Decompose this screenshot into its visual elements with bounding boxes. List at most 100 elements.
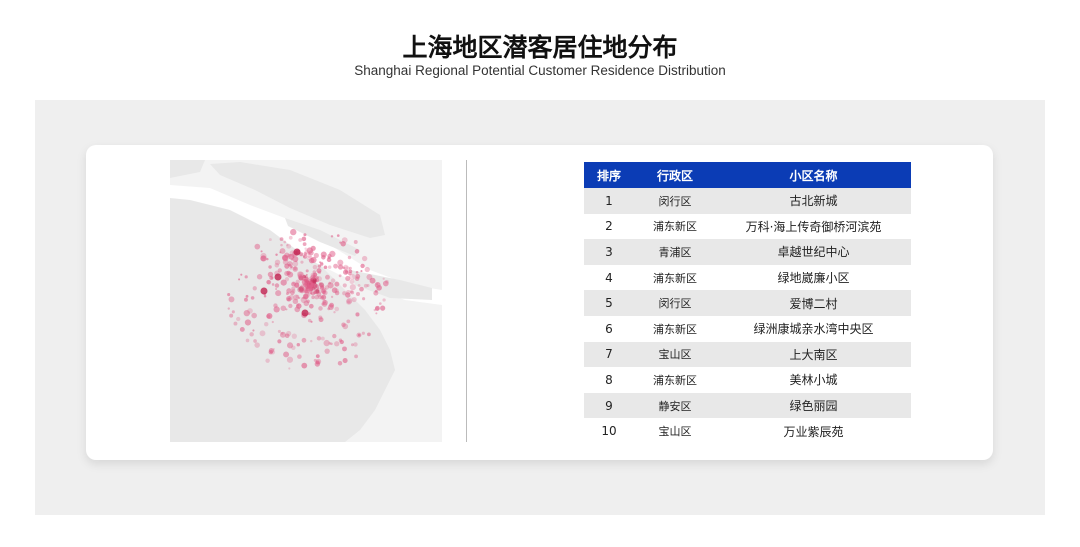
customer-dot	[290, 265, 293, 269]
changxing-island	[285, 218, 360, 256]
customer-dot	[301, 362, 308, 369]
customer-dot	[290, 228, 297, 236]
customer-dot	[314, 284, 320, 289]
district-cell: 闵行区	[634, 290, 716, 316]
customer-dot	[283, 351, 290, 358]
customer-dot	[355, 273, 361, 279]
table-row: 8 浦东新区 美林小城	[584, 367, 911, 393]
customer-dot	[355, 292, 360, 297]
customer-dot	[328, 341, 332, 345]
customer-dot	[373, 308, 377, 312]
district-cell: 静安区	[634, 392, 716, 419]
customer-dot	[286, 296, 292, 302]
customer-dot	[316, 291, 322, 297]
customer-dot	[307, 280, 313, 286]
customer-dot	[316, 336, 322, 341]
customer-dot	[297, 271, 304, 278]
customer-dot	[317, 270, 322, 275]
customer-dot	[382, 277, 385, 280]
customer-dot	[280, 331, 284, 335]
customer-dot	[292, 266, 298, 272]
vertical-divider	[466, 160, 467, 442]
customer-dot	[293, 266, 297, 271]
hotspot-dot	[260, 287, 268, 295]
customer-dot	[322, 299, 328, 306]
customer-dot	[327, 282, 334, 289]
customer-dot	[288, 294, 295, 300]
customer-dot	[317, 264, 322, 268]
customer-dot	[303, 300, 310, 307]
district-cell: 浦东新区	[634, 264, 716, 291]
customer-dot	[284, 277, 290, 282]
shanghai-density-map	[170, 160, 442, 442]
customer-dot	[273, 303, 278, 308]
customer-dot	[295, 279, 300, 284]
customer-dot	[318, 306, 323, 311]
customer-dot	[301, 337, 307, 343]
customer-dot	[378, 302, 382, 305]
customer-dot	[271, 283, 275, 286]
customer-dot	[292, 255, 295, 258]
hotspot-dot	[301, 309, 309, 317]
customer-dot	[342, 291, 347, 296]
customer-dot	[304, 247, 307, 250]
customer-dot	[369, 277, 376, 284]
customer-dot	[291, 286, 296, 291]
district-cell: 青浦区	[634, 239, 716, 265]
table-row: 1 闵行区 古北新城	[584, 188, 911, 214]
customer-dot	[302, 254, 308, 259]
community-cell: 古北新城	[716, 188, 911, 214]
customer-dot	[303, 233, 307, 237]
customer-dot	[227, 307, 230, 310]
customer-dot	[336, 234, 340, 237]
customer-dot	[295, 303, 302, 309]
customer-dot	[298, 275, 304, 281]
customer-dot	[300, 260, 304, 264]
customer-dot	[284, 333, 290, 338]
customer-dot	[286, 244, 289, 247]
hengsha-island	[350, 270, 432, 300]
district-cell: 浦东新区	[634, 315, 716, 342]
customer-dot	[244, 275, 248, 279]
customer-dot	[286, 342, 294, 349]
customer-dot	[349, 279, 355, 285]
customer-dot	[301, 236, 307, 242]
customer-dot	[280, 243, 283, 247]
customer-dot	[333, 311, 336, 314]
community-cell: 上大南区	[716, 341, 911, 368]
customer-dot	[357, 333, 361, 337]
customer-dot	[345, 292, 351, 298]
customer-dot	[288, 263, 291, 267]
column-header-community: 小区名称	[716, 162, 911, 188]
customer-dot	[316, 287, 323, 294]
customer-dot	[233, 321, 238, 326]
community-cell: 绿色丽园	[716, 392, 911, 419]
table-header-row: 排序 行政区 小区名称	[584, 162, 911, 188]
page-subtitle: Shanghai Regional Potential Customer Res…	[354, 63, 726, 78]
customer-dot	[312, 270, 317, 274]
customer-dot	[367, 332, 371, 337]
customer-dot	[333, 263, 339, 269]
customer-dot	[254, 342, 260, 348]
customer-dot	[312, 275, 316, 278]
customer-dot	[295, 260, 298, 263]
customer-dot	[308, 283, 316, 291]
customer-dot	[314, 294, 319, 300]
community-cell: 美林小城	[716, 367, 911, 393]
customer-dot	[325, 274, 330, 280]
customer-dot	[273, 306, 280, 313]
mainland	[170, 190, 395, 442]
customer-dot	[362, 297, 366, 301]
customer-dot	[260, 255, 267, 262]
customer-dot	[286, 330, 292, 337]
customer-dot	[297, 354, 302, 359]
customer-dot	[284, 263, 290, 269]
column-header-district: 行政区	[634, 162, 716, 188]
customer-dot	[322, 290, 326, 295]
customer-dot	[328, 281, 332, 285]
customer-dot	[315, 354, 320, 358]
customer-dot	[337, 361, 343, 366]
customer-dot	[275, 253, 278, 256]
customer-dot	[280, 279, 287, 286]
customer-dot	[309, 276, 314, 281]
